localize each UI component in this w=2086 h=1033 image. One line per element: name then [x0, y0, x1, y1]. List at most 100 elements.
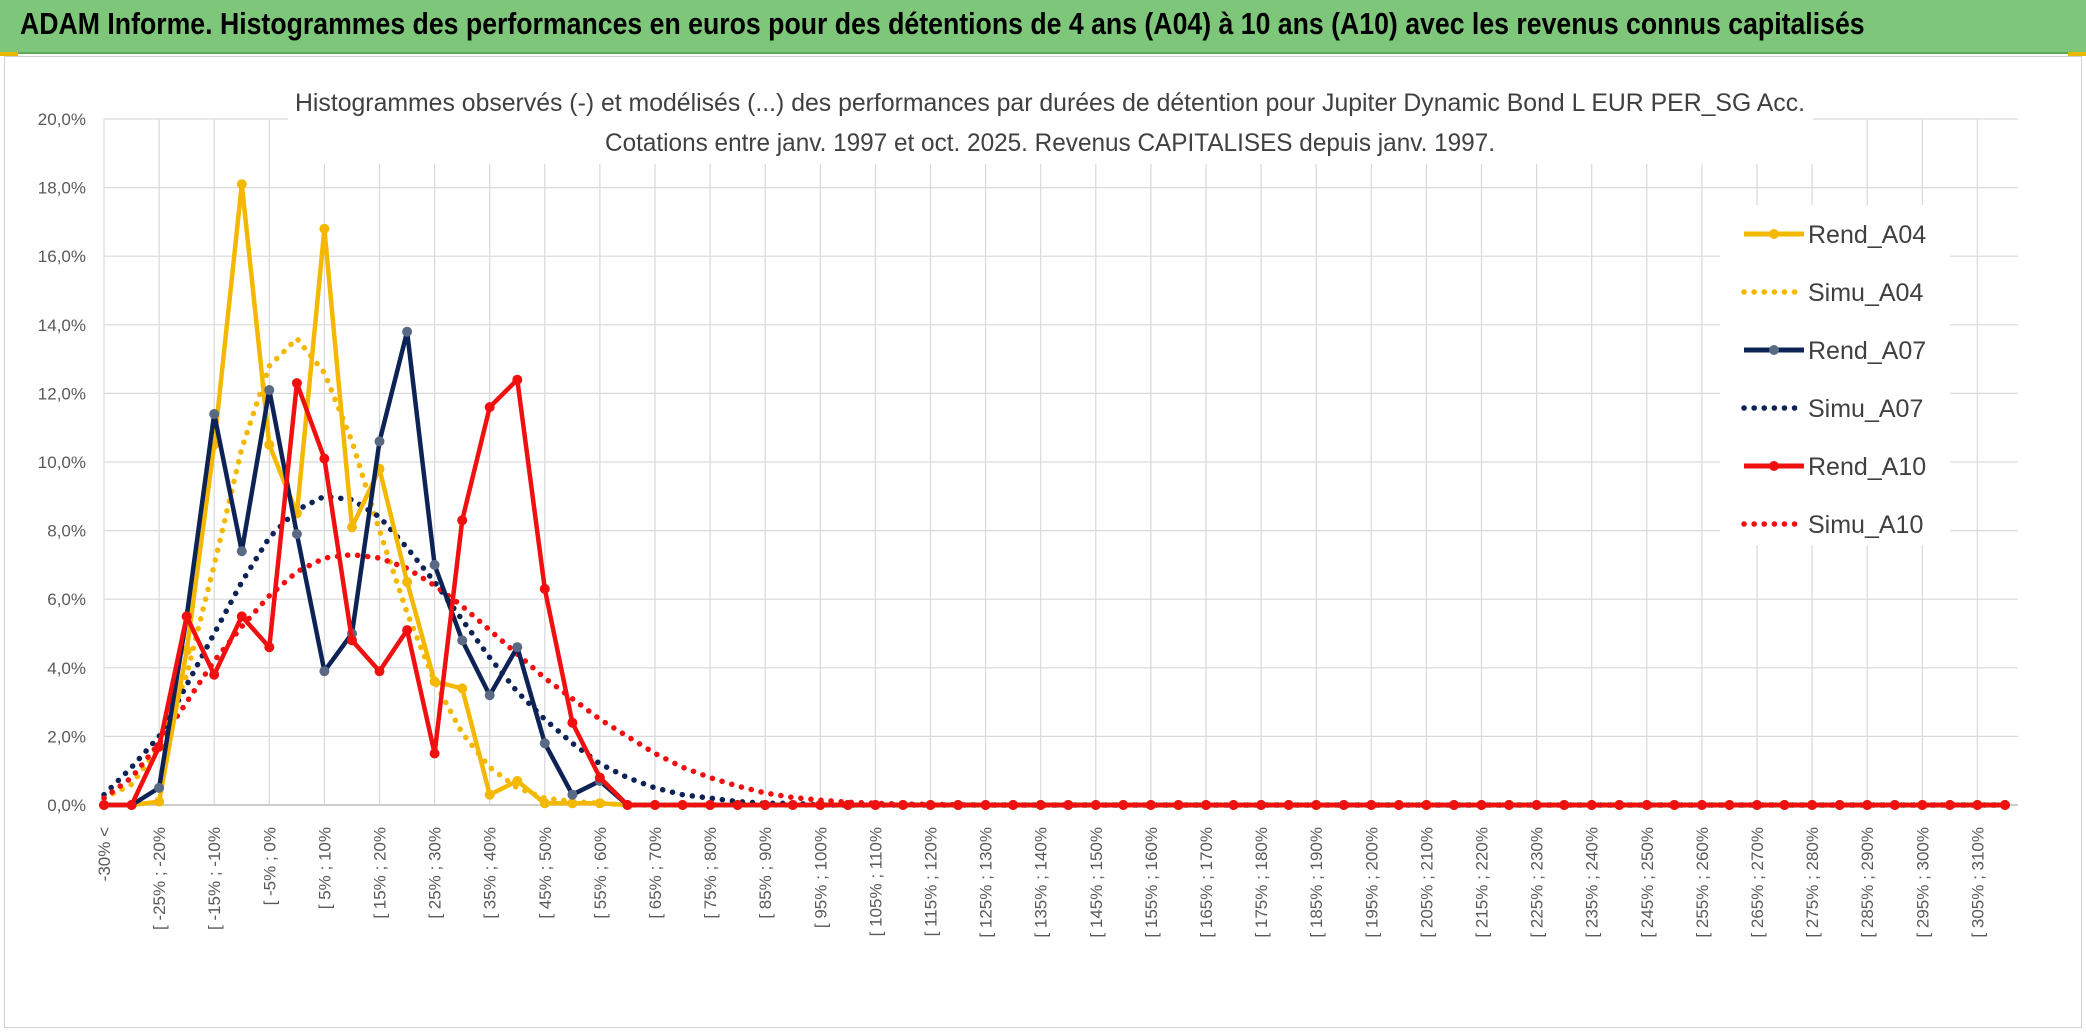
- data-point-rend_a10: [1669, 800, 1680, 810]
- data-point-rend_a07: [236, 546, 247, 557]
- data-point-rend_a07: [484, 690, 495, 701]
- x-tick-label: [ 5% ; 10%: [315, 827, 334, 909]
- data-point-rend_a10: [291, 378, 302, 389]
- x-tick-label: [ 95% ; 100%: [811, 827, 830, 928]
- x-tick-label: [ 235% ; 240%: [1583, 827, 1602, 938]
- data-point-rend_a10: [842, 800, 853, 810]
- report-header: ADAM Informe. Histogrammes des performan…: [0, 0, 2086, 54]
- x-tick-label: [ 65% ; 70%: [646, 827, 665, 919]
- series-line-rend_a10: [104, 377, 2005, 808]
- x-tick-label: [ 175% ; 180%: [1252, 827, 1271, 938]
- y-tick-label: 20,0%: [38, 110, 86, 129]
- data-point-rend_a10: [209, 669, 220, 680]
- data-point-rend_a04: [319, 223, 330, 234]
- x-tick-label: [ 265% ; 270%: [1748, 827, 1767, 938]
- x-tick-label: [ 85% ; 90%: [756, 827, 775, 919]
- legend-marker-rend_a10: [1769, 461, 1779, 471]
- data-point-rend_a10: [705, 800, 716, 810]
- x-tick-label: [ 275% ; 280%: [1803, 827, 1822, 938]
- data-point-rend_a10: [1393, 800, 1404, 810]
- data-point-rend_a10: [1449, 800, 1459, 810]
- data-point-rend_a10: [457, 515, 468, 526]
- x-tick-label: [ 75% ; 80%: [701, 827, 720, 919]
- data-point-rend_a10: [1862, 800, 1873, 810]
- data-point-rend_a10: [264, 642, 275, 653]
- legend-label-rend_a10: Rend_A10: [1808, 453, 1926, 481]
- data-point-rend_a10: [1173, 800, 1184, 810]
- data-point-rend_a10: [1090, 800, 1101, 810]
- x-tick-label: [ -5% ; 0%: [260, 827, 279, 905]
- data-point-rend_a04: [457, 683, 468, 694]
- x-tick-label: [ -15% ; -10%: [205, 827, 224, 930]
- legend-label-rend_a04: Rend_A04: [1808, 221, 1926, 249]
- series-layer: [99, 179, 2010, 810]
- chart-subtitle: Cotations entre janv. 1997 et oct. 2025.…: [605, 129, 1495, 157]
- x-tick-label: [ -25% ; -20%: [150, 827, 169, 930]
- report-title: ADAM Informe. Histogrammes des performan…: [20, 6, 1865, 41]
- data-point-rend_a10: [925, 800, 936, 810]
- data-point-rend_a10: [1586, 800, 1597, 810]
- x-tick-label: [ 115% ; 120%: [922, 827, 941, 936]
- legend-label-simu_a10: Simu_A10: [1808, 511, 1923, 539]
- data-point-rend_a10: [1311, 800, 1322, 810]
- chart-frame: [4, 56, 2082, 1028]
- data-point-rend_a07: [402, 326, 413, 337]
- data-point-rend_a10: [980, 800, 991, 810]
- data-point-rend_a10: [1504, 800, 1514, 810]
- data-point-rend_a10: [1476, 800, 1487, 810]
- legend-label-simu_a07: Simu_A07: [1808, 395, 1923, 423]
- data-point-rend_a10: [429, 748, 440, 759]
- data-point-rend_a10: [1889, 800, 1900, 810]
- series-line-simu_a10: [101, 551, 2008, 808]
- y-tick-label: 8,0%: [47, 522, 86, 541]
- data-point-rend_a10: [539, 583, 550, 594]
- data-point-rend_a04: [567, 798, 578, 809]
- y-tick-label: 12,0%: [38, 384, 86, 403]
- data-point-rend_a07: [374, 436, 385, 447]
- data-point-rend_a04: [264, 439, 275, 450]
- x-tick-label: -30% <: [95, 827, 114, 881]
- x-tick-label: [ 205% ; 210%: [1417, 827, 1436, 938]
- data-point-rend_a07: [457, 635, 468, 646]
- data-point-rend_a10: [374, 666, 385, 677]
- data-point-rend_a10: [181, 611, 192, 622]
- y-tick-label: 10,0%: [38, 453, 86, 472]
- data-point-rend_a10: [787, 800, 798, 810]
- data-point-rend_a10: [1063, 800, 1074, 810]
- data-point-rend_a07: [264, 385, 275, 395]
- data-point-rend_a10: [402, 625, 413, 636]
- data-point-rend_a07: [429, 559, 440, 570]
- data-point-rend_a10: [594, 772, 605, 783]
- y-tick-label: 18,0%: [38, 179, 86, 198]
- x-tick-label: [ 255% ; 260%: [1693, 827, 1712, 938]
- data-point-rend_a10: [126, 800, 137, 810]
- data-point-rend_a10: [1917, 800, 1928, 810]
- data-point-rend_a10: [1118, 800, 1129, 810]
- data-point-rend_a10: [677, 800, 688, 810]
- data-point-rend_a10: [1614, 800, 1625, 810]
- data-point-rend_a07: [512, 642, 523, 653]
- legend: Rend_A04 Simu_A04 Rend_A07 Simu_A07 Rend_A10…: [1720, 205, 1950, 545]
- data-point-rend_a10: [1283, 800, 1294, 810]
- chart-title: Histogrammes observés (-) et modélisés (…: [295, 89, 1805, 117]
- data-point-rend_a04: [236, 179, 247, 190]
- data-point-rend_a10: [898, 800, 908, 810]
- series-line-rend_a07: [104, 329, 2005, 808]
- data-point-rend_a10: [1531, 800, 1542, 810]
- data-point-rend_a10: [1008, 800, 1019, 810]
- x-tick-label: [ 245% ; 250%: [1638, 827, 1657, 938]
- x-tick-label: [ 135% ; 140%: [1032, 827, 1051, 938]
- x-tick-label: [ 295% ; 300%: [1913, 827, 1932, 938]
- data-point-rend_a10: [650, 800, 660, 810]
- series-line-simu_a07: [101, 493, 2008, 808]
- data-point-rend_a10: [870, 800, 881, 810]
- data-point-rend_a10: [512, 374, 523, 385]
- x-tick-label: [ 105% ; 110%: [866, 827, 885, 936]
- data-point-rend_a10: [1972, 800, 1983, 810]
- corner-accent-right: [2068, 52, 2086, 56]
- y-tick-label: 6,0%: [47, 590, 86, 609]
- x-tick-label: [ 195% ; 200%: [1362, 827, 1381, 938]
- data-point-rend_a10: [953, 800, 964, 810]
- x-tick-label: [ 185% ; 190%: [1307, 827, 1326, 938]
